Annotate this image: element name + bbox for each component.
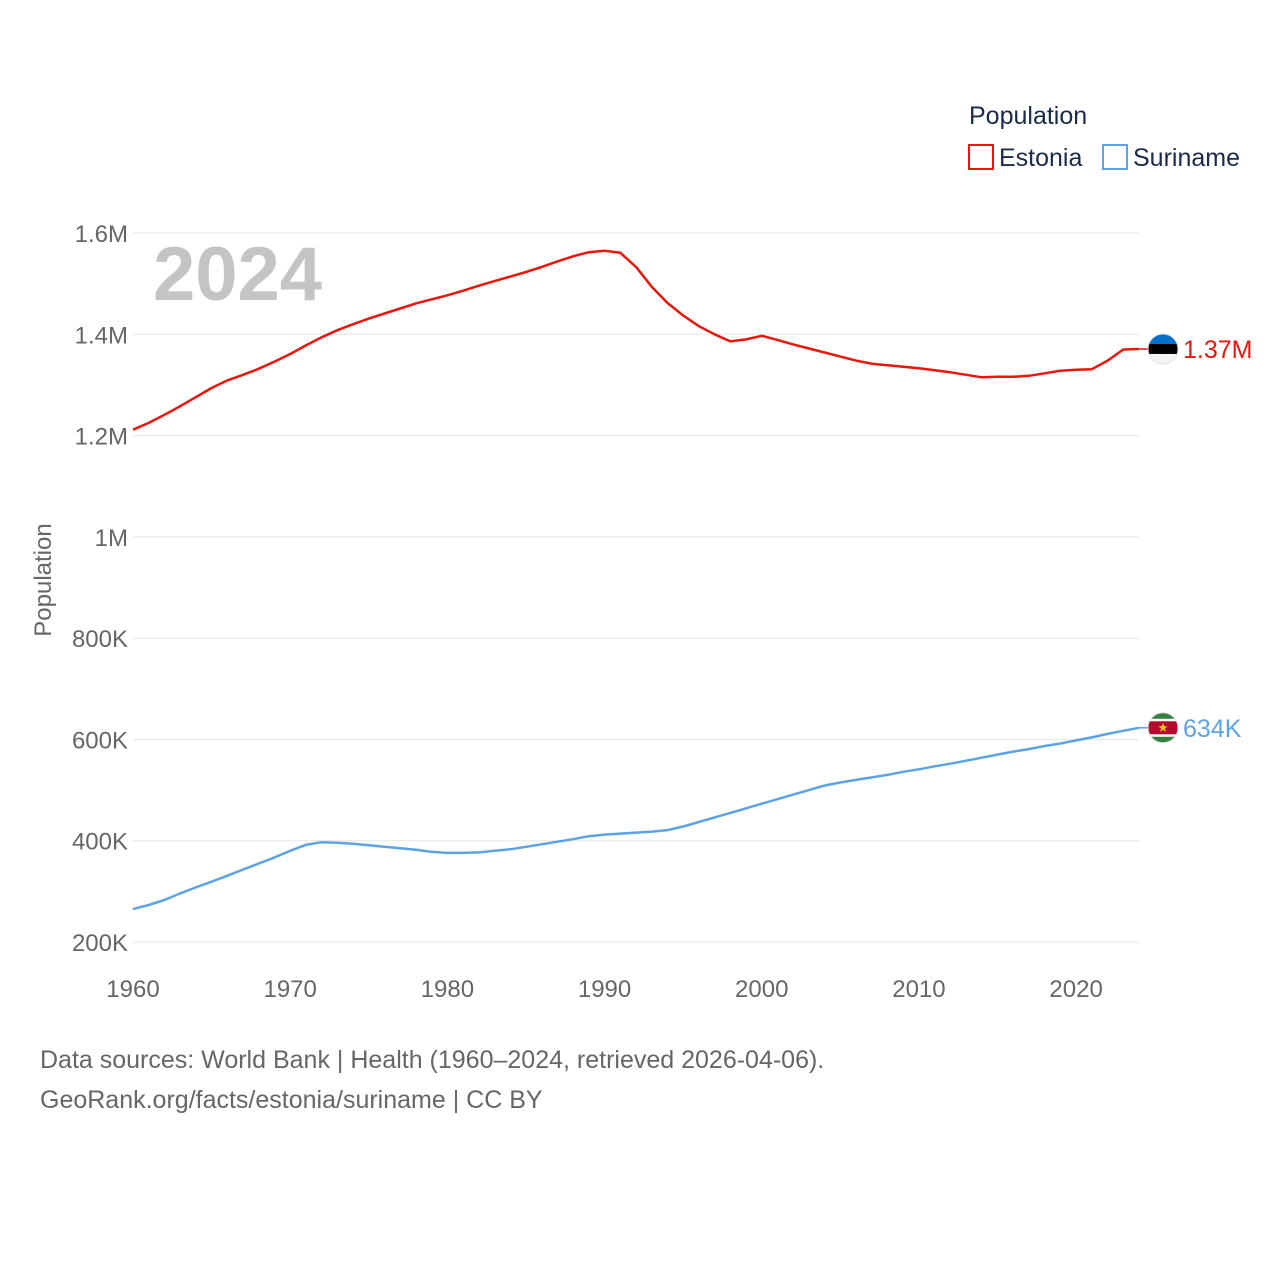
end-markers: 1.37M 634K xyxy=(1139,333,1252,744)
footer: Data sources: World Bank | Health (1960–… xyxy=(40,1040,824,1120)
legend-swatch xyxy=(968,144,994,170)
x-axis-ticks: 1960 1970 1980 1990 2000 2010 2020 xyxy=(106,976,1103,1003)
end-value-label: 634K xyxy=(1183,715,1242,743)
suriname-flag-icon xyxy=(1147,712,1179,744)
estonia-flag-icon xyxy=(1147,333,1179,365)
y-tick-label: 400K xyxy=(72,829,128,856)
year-watermark: 2024 xyxy=(153,232,322,317)
attribution-link[interactable]: GeoRank.org/facts/estonia/suriname | CC … xyxy=(40,1086,543,1114)
legend-item-estonia: Estonia xyxy=(968,144,1082,172)
end-value-label: 1.37M xyxy=(1183,336,1252,364)
legend-title: Population xyxy=(969,102,1087,130)
x-tick-label: 1960 xyxy=(106,976,159,1003)
legend-label: Suriname xyxy=(1133,144,1240,172)
x-tick-label: 2020 xyxy=(1049,976,1102,1003)
x-tick-label: 2010 xyxy=(892,976,945,1003)
legend-swatch xyxy=(1102,144,1128,170)
data-source-note: Data sources: World Bank | Health (1960–… xyxy=(40,1046,825,1074)
y-tick-label: 1M xyxy=(95,525,128,552)
series-lines xyxy=(132,249,1140,911)
x-tick-label: 1990 xyxy=(578,976,631,1003)
legend: Population Estonia Suriname xyxy=(968,102,1240,172)
x-tick-label: 1980 xyxy=(421,976,474,1003)
legend-item-suriname: Suriname xyxy=(1102,144,1240,172)
y-tick-label: 600K xyxy=(72,727,128,754)
x-tick-label: 2000 xyxy=(735,976,788,1003)
series-line-estonia xyxy=(132,249,1140,431)
grid-lines xyxy=(133,232,1139,943)
y-axis-ticks: 200K 400K 600K 800K 1M 1.2M 1.4M 1.6M xyxy=(72,221,128,957)
y-tick-label: 200K xyxy=(72,930,128,957)
y-tick-label: 1.2M xyxy=(75,424,128,451)
y-tick-label: 1.4M xyxy=(75,322,128,349)
series-line-suriname xyxy=(132,726,1140,911)
y-axis-label: Population xyxy=(30,523,57,636)
y-tick-label: 800K xyxy=(72,626,128,653)
x-tick-label: 1970 xyxy=(263,976,316,1003)
legend-label: Estonia xyxy=(999,144,1082,172)
y-tick-label: 1.6M xyxy=(75,221,128,248)
